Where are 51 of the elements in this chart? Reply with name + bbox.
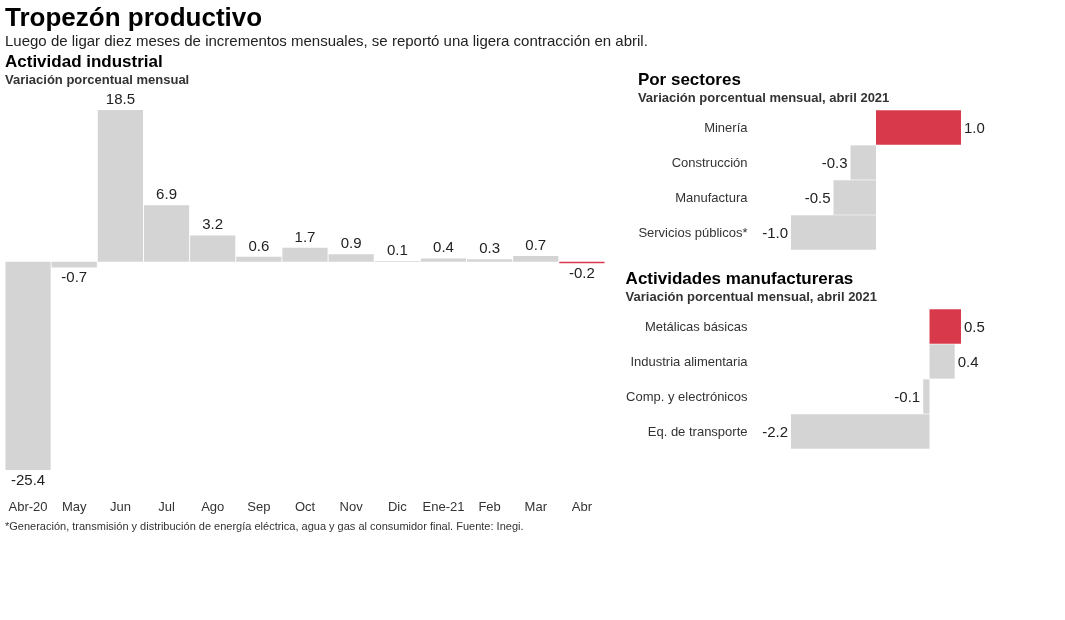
y-tick-label: Servicios públicos*	[638, 224, 748, 240]
data-label: 0.3	[479, 239, 501, 257]
x-tick-label: Sep	[247, 498, 271, 514]
data-label: 0.6	[248, 236, 270, 254]
chart-title: Por sectores	[637, 70, 741, 89]
x-tick-label: Abr-20	[8, 498, 48, 514]
x-tick-label: Ene-21	[422, 498, 465, 514]
x-tick-label: Nov	[339, 498, 364, 514]
text: *Generación, transmisión y distribución de energía eléctrica, agua y gas al consumidor final. Fuente: Inegi.	[5, 520, 524, 532]
data-label: 3.2	[202, 215, 224, 233]
data-label: 0.7	[525, 235, 547, 253]
y-tick-label: Eq. de transporte	[647, 423, 748, 439]
x-tick-label: Mar	[524, 498, 548, 514]
chart-subtitle: Variación porcentual mensual, abril 2021	[625, 289, 878, 304]
y-tick-label: Construcción	[671, 154, 748, 170]
y-tick-label: Metálicas básicas	[644, 318, 748, 334]
y-tick-label: Comp. y electrónicos	[626, 388, 748, 404]
x-tick-label: Ago	[201, 498, 225, 514]
y-tick-label: Manufactura	[675, 189, 749, 205]
x-tick-label: Dic	[387, 498, 408, 514]
data-label: -1.0	[762, 223, 788, 241]
y-tick-label: Industria alimentaria	[630, 353, 749, 369]
x-tick-label: Feb	[478, 498, 501, 514]
data-label: -0.2	[568, 264, 595, 282]
data-label: 0.9	[340, 234, 362, 252]
text: Luego de ligar diez meses de incrementos mensuales, se reportó una ligera contracción en abril.	[5, 32, 648, 49]
data-label: 18.5	[105, 90, 135, 107]
data-label: 6.9	[156, 185, 177, 203]
data-label: 1.7	[294, 227, 316, 245]
y-tick-label: Minería	[704, 119, 749, 135]
data-label: -0.1	[894, 387, 921, 405]
x-tick-label: Abr	[571, 498, 593, 514]
text: Tropezón productivo	[5, 2, 263, 32]
chart-title: Actividad industrial	[5, 52, 163, 71]
data-label: 0.5	[964, 317, 985, 335]
x-tick-label: Jun	[109, 498, 131, 514]
x-tick-label: Oct	[294, 498, 316, 514]
chart-title: Actividades manufactureras	[625, 269, 854, 288]
data-label: 0.4	[433, 238, 454, 256]
data-label: -25.4	[10, 471, 46, 488]
x-tick-label: May	[61, 498, 88, 514]
data-label: -0.7	[61, 268, 88, 286]
data-label: -0.5	[804, 188, 831, 206]
chart-subtitle: Variación porcentual mensual, abril 2021	[637, 90, 890, 105]
chart-subtitle: Variación porcentual mensual	[5, 72, 190, 87]
data-label: 0.1	[386, 240, 408, 258]
data-label: 0.4	[957, 352, 979, 370]
x-tick-label: Jul	[158, 498, 175, 514]
data-label: 1.0	[964, 118, 985, 136]
data-label: -2.2	[762, 422, 788, 440]
data-label: -0.3	[821, 153, 848, 171]
